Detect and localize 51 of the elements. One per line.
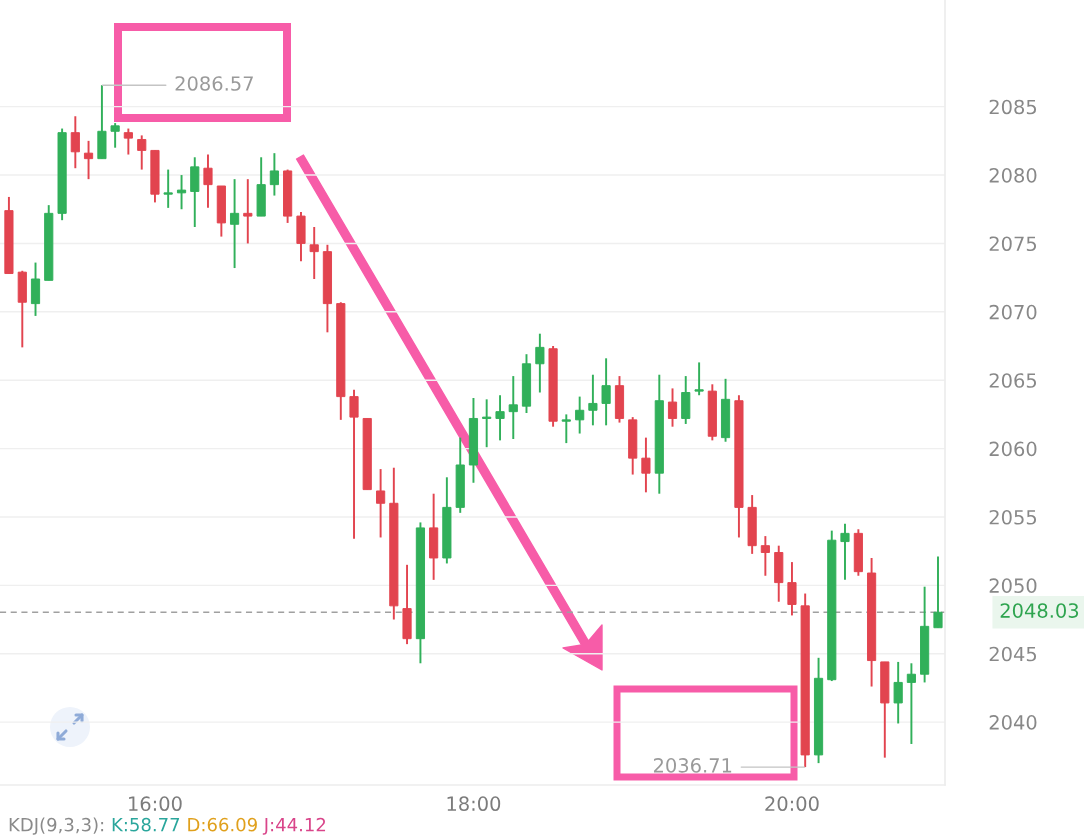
text: J:44.12 (262, 817, 326, 835)
text: K:58.77 (112, 817, 180, 832)
x-tick-label: 16:00 (129, 796, 182, 812)
candlestick (176, 174, 187, 211)
y-tick-label: 2045 (989, 646, 1037, 662)
annotation: 2036.71 (653, 758, 732, 773)
annotation: 2086.57 (175, 76, 253, 91)
candlestick (760, 535, 770, 577)
y-tick-label: 2040 (989, 715, 1037, 730)
candlestick (83, 139, 94, 181)
y-tick-label: 2055 (989, 509, 1037, 525)
ref-line-label: 2048.03 (1000, 603, 1079, 618)
y-tick-label: 2085 (989, 99, 1037, 115)
y-tick-label: 2080 (989, 168, 1037, 183)
candlestick (229, 178, 240, 270)
candlestick (495, 394, 505, 442)
candlestick (787, 561, 797, 617)
y-tick-label: 2065 (989, 373, 1037, 388)
candlestick (203, 153, 213, 209)
candlestick (163, 168, 173, 209)
candlestick (694, 361, 704, 397)
candlestick (575, 395, 585, 435)
candlestick (933, 555, 943, 629)
candlestick (641, 436, 651, 494)
text: D:66.09 (188, 817, 257, 832)
candlestick (535, 332, 545, 394)
candlestick (269, 152, 279, 197)
candlestick (309, 226, 319, 280)
y-tick-label: 2070 (989, 304, 1037, 320)
candlestick (508, 375, 518, 440)
y-tick-label: 2075 (989, 236, 1037, 252)
candlestick (601, 357, 611, 427)
candlestick (893, 660, 903, 725)
candlestick (110, 122, 120, 149)
x-tick-label: 18:00 (447, 796, 501, 812)
candlestick (137, 134, 147, 171)
candlestick (840, 522, 850, 581)
candlestick (123, 127, 133, 156)
candlestick (667, 387, 678, 428)
candlestick (243, 178, 253, 245)
x-tick-label: 20:00 (765, 796, 819, 812)
y-tick-label: 2060 (989, 441, 1037, 457)
candlestick (70, 115, 80, 170)
y-tick-label: 2050 (989, 578, 1037, 593)
candlestick (482, 398, 492, 449)
candlestick (561, 413, 571, 445)
text: KDJ(9,3,3): (9, 817, 104, 835)
candlestick (906, 662, 916, 745)
candlestick (588, 373, 598, 427)
candlestick (349, 388, 359, 540)
candlestick (376, 468, 386, 539)
